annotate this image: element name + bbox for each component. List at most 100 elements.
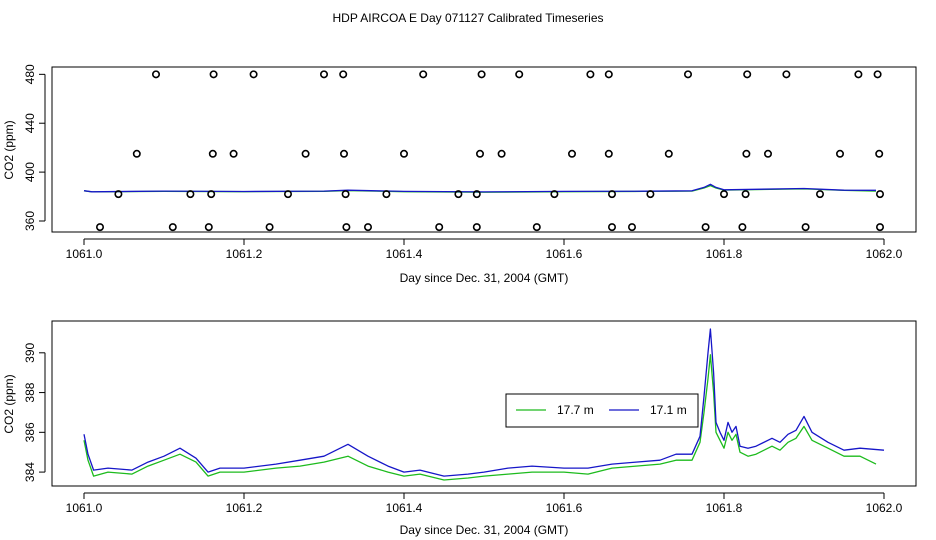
chart-title: HDP AIRCOA E Day 071127 Calibrated Times… xyxy=(332,11,603,25)
data-point xyxy=(875,149,884,158)
data-point xyxy=(607,223,616,232)
data-point xyxy=(204,223,213,232)
data-point xyxy=(342,223,351,232)
data-point xyxy=(550,190,559,199)
y-tick-label: 400 xyxy=(23,162,37,182)
data-point xyxy=(399,149,408,158)
y-tick-label: 480 xyxy=(23,64,37,84)
data-point xyxy=(743,70,752,79)
data-point xyxy=(875,223,884,232)
data-point xyxy=(454,190,463,199)
x-tick-label: 1062.0 xyxy=(866,247,903,261)
data-point xyxy=(363,223,372,232)
data-point xyxy=(854,70,863,79)
data-point xyxy=(683,70,692,79)
data-point xyxy=(607,190,616,199)
series-line-17-1-m xyxy=(83,328,885,477)
top-x-axis-label: Day since Dec. 31, 2004 (GMT) xyxy=(400,271,569,285)
x-tick-label: 1061.2 xyxy=(226,501,263,515)
x-tick-label: 1061.0 xyxy=(66,501,103,515)
data-point xyxy=(209,70,218,79)
legend-label-17-1m: 17.1 m xyxy=(650,403,687,417)
data-point xyxy=(604,70,613,79)
data-point xyxy=(265,223,274,232)
data-point xyxy=(341,190,350,199)
data-point xyxy=(319,70,328,79)
data-point xyxy=(873,70,882,79)
x-tick-label: 1061.4 xyxy=(386,501,423,515)
data-point xyxy=(186,190,195,199)
series-line-17-7-m xyxy=(83,354,877,481)
data-point xyxy=(801,223,810,232)
data-point xyxy=(604,149,613,158)
data-point xyxy=(586,70,595,79)
top-panel: 1061.0 1061.2 1061.4 1061.6 1061.8 1062.0 360… xyxy=(2,64,917,285)
data-point xyxy=(472,223,481,232)
data-point xyxy=(382,190,391,199)
top-points-group xyxy=(96,70,884,232)
data-point xyxy=(815,190,824,199)
data-point xyxy=(132,149,141,158)
bottom-y-axis: 384 386 388 390 xyxy=(23,342,46,482)
data-point xyxy=(419,70,428,79)
data-point xyxy=(719,190,728,199)
data-point xyxy=(741,190,750,199)
y-tick-label: 360 xyxy=(23,211,37,231)
data-point xyxy=(782,70,791,79)
data-point xyxy=(249,70,258,79)
data-point xyxy=(283,190,292,199)
legend: 17.7 m 17.1 m xyxy=(505,393,699,428)
top-series-group xyxy=(83,183,877,193)
x-tick-label: 1061.2 xyxy=(226,247,263,261)
data-point xyxy=(207,190,216,199)
data-point xyxy=(229,149,238,158)
y-tick-label: 388 xyxy=(23,382,37,402)
data-point xyxy=(532,223,541,232)
bottom-y-axis-label: CO2 (ppm) xyxy=(2,374,16,433)
x-tick-label: 1061.0 xyxy=(66,247,103,261)
data-point xyxy=(763,149,772,158)
data-point xyxy=(627,223,636,232)
data-point xyxy=(742,149,751,158)
top-y-axis-label: CO2 (ppm) xyxy=(2,120,16,179)
y-tick-label: 390 xyxy=(23,342,37,362)
data-point xyxy=(646,190,655,199)
x-tick-label: 1062.0 xyxy=(866,501,903,515)
data-point xyxy=(875,190,884,199)
data-point xyxy=(738,223,747,232)
data-point xyxy=(472,190,481,199)
bottom-plot-frame xyxy=(51,320,917,487)
bottom-x-axis: 1061.0 1061.2 1061.4 1061.6 1061.8 1062.0 xyxy=(66,492,903,515)
x-tick-label: 1061.6 xyxy=(546,247,583,261)
data-point xyxy=(477,70,486,79)
data-point xyxy=(114,190,123,199)
x-tick-label: 1061.8 xyxy=(706,501,743,515)
data-point xyxy=(701,223,710,232)
data-point xyxy=(168,223,177,232)
bottom-x-axis-label: Day since Dec. 31, 2004 (GMT) xyxy=(400,523,569,537)
top-x-axis: 1061.0 1061.2 1061.4 1061.6 1061.8 1062.0 xyxy=(66,238,903,261)
data-point xyxy=(515,70,524,79)
data-point xyxy=(339,70,348,79)
bottom-series-group xyxy=(83,328,885,481)
data-point xyxy=(835,149,844,158)
data-point xyxy=(497,149,506,158)
y-tick-label: 440 xyxy=(23,113,37,133)
bottom-panel: 1061.0 1061.2 1061.4 1061.6 1061.8 1062.0 384… xyxy=(2,320,917,537)
data-point xyxy=(208,149,217,158)
top-y-axis: 360 400 440 480 xyxy=(23,64,46,231)
x-tick-label: 1061.4 xyxy=(386,247,423,261)
legend-label-17-7m: 17.7 m xyxy=(557,403,594,417)
data-point xyxy=(435,223,444,232)
series-line-17-1-m xyxy=(83,183,877,193)
x-tick-label: 1061.8 xyxy=(706,247,743,261)
data-point xyxy=(567,149,576,158)
y-tick-label: 386 xyxy=(23,422,37,442)
top-plot-frame xyxy=(51,66,917,233)
data-point xyxy=(301,149,310,158)
data-point xyxy=(152,70,161,79)
data-point xyxy=(96,223,105,232)
y-tick-label: 384 xyxy=(23,462,37,482)
data-point xyxy=(475,149,484,158)
